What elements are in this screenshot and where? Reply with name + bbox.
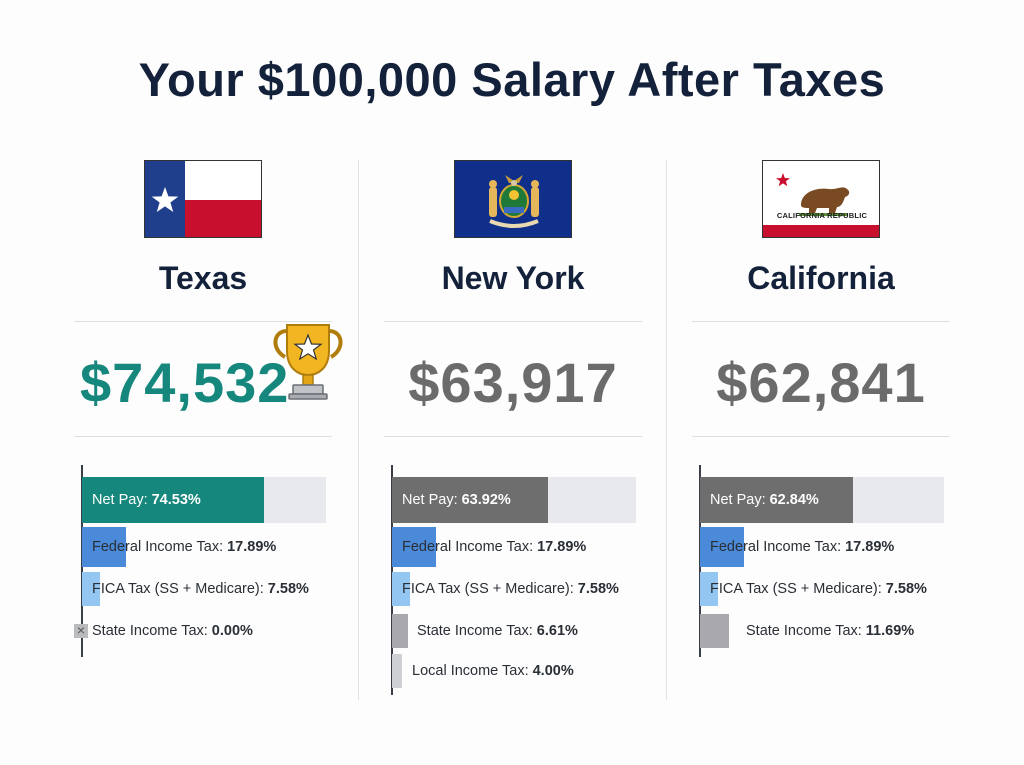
bar-label-text: State Income Tax: [746, 623, 862, 639]
bar-value: 11.69% [865, 623, 915, 639]
bar-fill-federal [392, 527, 436, 567]
bar-state: State Income Tax: 6.61% [392, 614, 636, 648]
bar-state: State Income Tax: 11.69% [700, 614, 944, 648]
state-column-texas: Texas $74,532 Net Pay: 74.53% Federal Inco… [74, 160, 343, 720]
bar-fill-federal [82, 527, 126, 567]
bar-label: Net Pay: 62.84% [710, 477, 819, 523]
bar-value: 62.84% [769, 492, 819, 508]
bar-value: 17.89% [227, 539, 277, 555]
chart-title: Your $100,000 Salary After Taxes [138, 53, 886, 106]
bar-label-text: FICA Tax (SS + Medicare): [92, 581, 264, 597]
bar-fill-federal [700, 527, 744, 567]
texas-flag-icon [144, 160, 262, 238]
state-name: New York [441, 260, 585, 296]
bar-value: 6.61% [536, 623, 578, 639]
bar-fill-local [392, 654, 402, 688]
bar-fill-fica [392, 572, 411, 606]
bar-label: State Income Tax: 0.00% [92, 614, 253, 648]
bar-state: × State Income Tax: 0.00% [74, 614, 326, 648]
bar-net: Net Pay: 74.53% [82, 477, 326, 523]
column-divider [358, 160, 359, 700]
bar-fill-net [700, 477, 854, 523]
bar-federal: Federal Income Tax: 17.89% [392, 527, 636, 567]
bar-value: 7.58% [267, 581, 309, 597]
state-column-new-york: New York $63,917 Net Pay: 63.92% Federal I… [384, 160, 642, 720]
bar-value: 4.00% [532, 663, 574, 679]
bar-local: Local Income Tax: 4.00% [392, 654, 636, 688]
bar-label: Federal Income Tax: 17.89% [92, 527, 276, 567]
flag-caption: CALIFORNIA REPUBLIC [776, 211, 868, 220]
bar-label: Net Pay: 63.92% [402, 477, 511, 523]
bar-label-text: Net Pay: [710, 492, 766, 508]
bar-net: Net Pay: 63.92% [392, 477, 636, 523]
state-name: California [747, 260, 895, 296]
bar-value: 74.53% [151, 492, 201, 508]
bar-label-text: Net Pay: [92, 492, 148, 508]
bar-label-text: Federal Income Tax: [402, 539, 534, 555]
bar-fill-net [82, 477, 264, 523]
take-home-amount: $62,841 [716, 351, 926, 414]
bar-label: FICA Tax (SS + Medicare): 7.58% [710, 572, 927, 606]
bar-label-text: Local Income Tax: [412, 663, 529, 679]
column-divider [666, 160, 667, 700]
bar-fill-net [392, 477, 548, 523]
bar-fill-fica [82, 572, 101, 606]
divider-rule [74, 436, 332, 437]
bar-label: Federal Income Tax: 17.89% [710, 527, 894, 567]
california-flag-icon: CALIFORNIA REPUBLIC [762, 160, 880, 238]
bar-value: 17.89% [845, 539, 895, 555]
take-home-amount: $63,917 [408, 351, 618, 414]
bar-value: 7.58% [577, 581, 619, 597]
zero-value-icon: × [74, 623, 88, 638]
bar-label-text: FICA Tax (SS + Medicare): [710, 581, 882, 597]
divider-rule [74, 321, 332, 322]
bar-label: Federal Income Tax: 17.89% [402, 527, 586, 567]
bar-label-text: State Income Tax: [417, 623, 533, 639]
take-home-amount: $74,532 [80, 351, 290, 414]
bar-federal: Federal Income Tax: 17.89% [82, 527, 326, 567]
trophy-icon [269, 315, 347, 401]
bar-value: 63.92% [461, 492, 511, 508]
bar-federal: Federal Income Tax: 17.89% [700, 527, 944, 567]
bar-label: FICA Tax (SS + Medicare): 7.58% [402, 572, 619, 606]
bar-value: 7.58% [885, 581, 927, 597]
bar-label-text: Net Pay: [402, 492, 458, 508]
bar-label: Local Income Tax: 4.00% [412, 654, 574, 688]
bar-fill-state [700, 614, 729, 648]
bar-value: 0.00% [211, 623, 253, 639]
bar-label: FICA Tax (SS + Medicare): 7.58% [92, 572, 309, 606]
new-york-flag-icon [454, 160, 572, 238]
divider-rule [384, 436, 642, 437]
bar-fica: FICA Tax (SS + Medicare): 7.58% [392, 572, 636, 606]
bar-label-text: State Income Tax: [92, 623, 208, 639]
divider-rule [384, 321, 642, 322]
bar-fica: FICA Tax (SS + Medicare): 7.58% [700, 572, 944, 606]
bar-label-text: FICA Tax (SS + Medicare): [402, 581, 574, 597]
bar-label-text: Federal Income Tax: [92, 539, 224, 555]
state-column-california: CALIFORNIA REPUBLIC California $62,841 N… [692, 160, 950, 720]
bar-label: Net Pay: 74.53% [92, 477, 201, 523]
divider-rule [692, 436, 950, 437]
bar-fica: FICA Tax (SS + Medicare): 7.58% [82, 572, 326, 606]
bar-fill-fica [700, 572, 719, 606]
bar-label: State Income Tax: 11.69% [746, 614, 914, 648]
bar-label-text: Federal Income Tax: [710, 539, 842, 555]
bar-fill-state [392, 614, 409, 648]
state-name: Texas [158, 260, 248, 296]
bar-net: Net Pay: 62.84% [700, 477, 944, 523]
bar-value: 17.89% [537, 539, 587, 555]
divider-rule [692, 321, 950, 322]
bar-label: State Income Tax: 6.61% [417, 614, 578, 648]
